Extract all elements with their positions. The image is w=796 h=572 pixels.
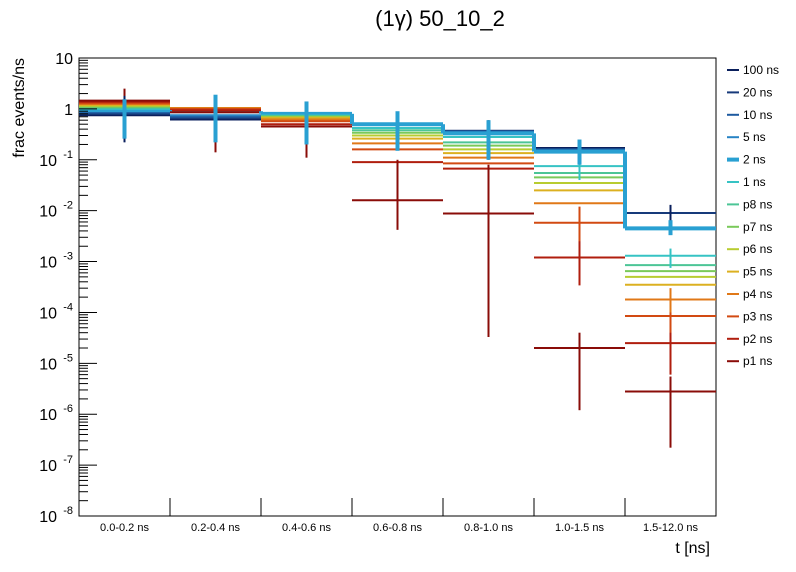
y-tick-label: 10 <box>39 305 57 322</box>
y-axis-label: frac events/ns <box>11 58 28 158</box>
legend-label: 100 ns <box>743 63 779 77</box>
y-tick-label: 10 <box>39 153 57 170</box>
y-tick-label: 10 <box>39 509 57 526</box>
x-tick-label: 1.0-1.5 ns <box>555 522 604 534</box>
y-tick-label: 1 <box>64 102 73 119</box>
legend-label: 20 ns <box>743 85 772 99</box>
chart-title: (1γ) 50_10_2 <box>375 6 505 31</box>
x-tick-label: 0.0-0.2 ns <box>100 522 149 534</box>
y-tick-exponent: -5 <box>63 352 73 364</box>
legend-label: p3 ns <box>743 309 772 323</box>
x-tick-label: 0.4-0.6 ns <box>282 522 331 534</box>
legend-label: p1 ns <box>743 354 772 368</box>
x-tick-label: 0.2-0.4 ns <box>191 522 240 534</box>
legend-label: p5 ns <box>743 265 772 279</box>
y-tick-exponent: -1 <box>63 149 73 161</box>
legend-label: p6 ns <box>743 242 772 256</box>
y-tick-label: 10 <box>39 407 57 424</box>
legend: 100 ns 20 ns 10 ns 5 ns 2 ns 1 ns p8 ns p7 ns p6… <box>727 63 779 368</box>
y-axis: 10 1 10 -1 10 -2 10 -3 10 -4 10 -5 10 -6 10 -7 10 -8 <box>39 51 97 526</box>
x-tick-label: 1.5-12.0 ns <box>643 522 699 534</box>
legend-label: p7 ns <box>743 220 772 234</box>
y-tick-label: 10 <box>55 51 73 68</box>
y-tick-exponent: -3 <box>63 251 73 263</box>
y-tick-exponent: -2 <box>63 200 73 212</box>
y-tick-exponent: -6 <box>63 403 73 415</box>
legend-label: p8 ns <box>743 197 772 211</box>
plot-frame <box>78 57 717 517</box>
y-tick-exponent: -4 <box>63 301 73 313</box>
x-axis: 0.0-0.2 ns 0.2-0.4 ns 0.4-0.6 ns 0.6-0.8 ns… <box>78 498 717 534</box>
y-tick-label: 10 <box>39 356 57 373</box>
y-tick-label: 10 <box>39 458 57 475</box>
y-tick-label: 10 <box>39 255 57 272</box>
legend-label: p4 ns <box>743 287 772 301</box>
legend-label: 2 ns <box>743 153 766 167</box>
plot-area <box>78 57 717 517</box>
legend-label: 5 ns <box>743 130 766 144</box>
y-tick-exponent: -7 <box>63 454 73 466</box>
legend-label: 10 ns <box>743 108 772 122</box>
x-axis-label: t [ns] <box>675 540 710 557</box>
legend-label: p2 ns <box>743 332 772 346</box>
x-tick-label: 0.6-0.8 ns <box>373 522 422 534</box>
y-tick-label: 10 <box>39 204 57 221</box>
legend-label: 1 ns <box>743 175 766 189</box>
y-tick-exponent: -8 <box>63 505 73 517</box>
x-tick-label: 0.8-1.0 ns <box>464 522 513 534</box>
